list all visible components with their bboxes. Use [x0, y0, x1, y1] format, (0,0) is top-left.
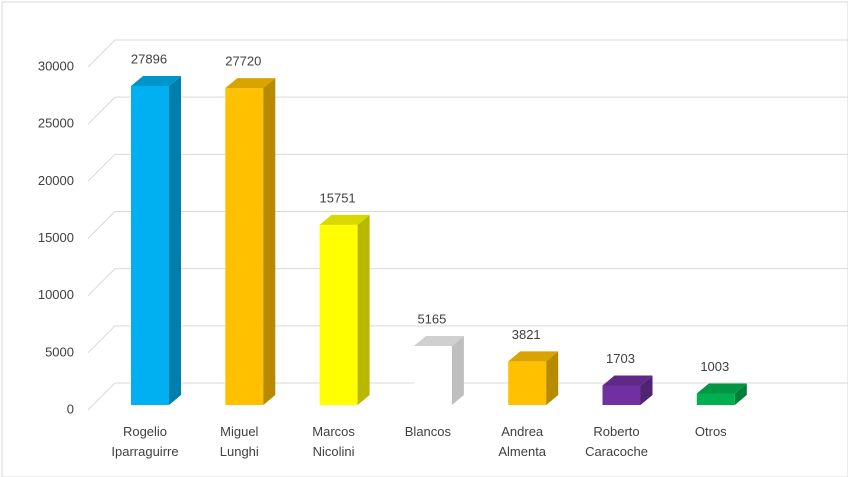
bar-face	[319, 224, 358, 405]
value-label: 27720	[225, 54, 261, 69]
bar	[508, 351, 559, 405]
bar-face	[602, 375, 653, 386]
y-tick-label: 15000	[38, 230, 74, 245]
y-tick-label: 10000	[38, 287, 74, 302]
x-tick-label: Miguel Lunghi	[220, 424, 259, 459]
bar-face	[413, 335, 464, 346]
x-tick-label: Rogelio Iparraguirre	[111, 424, 178, 459]
bar-face	[696, 383, 747, 394]
bar-face	[602, 385, 641, 405]
bar-face	[131, 86, 169, 406]
bar-face	[546, 351, 559, 405]
bar	[602, 375, 653, 405]
bar-face	[225, 78, 276, 89]
bar-face	[169, 76, 181, 406]
bar-face	[696, 393, 735, 405]
grid-line	[87, 39, 848, 68]
value-label: 5165	[417, 311, 446, 326]
bar-face	[413, 345, 452, 405]
bar	[131, 76, 181, 406]
y-tick-label: 0	[67, 401, 74, 416]
value-label: 1003	[700, 359, 729, 374]
x-tick-label: Blancos	[405, 424, 452, 439]
y-tick-label: 5000	[45, 344, 74, 359]
x-tick-label: Andrea Almenta	[498, 424, 546, 459]
bar-face	[263, 78, 276, 406]
bar-face	[508, 361, 547, 405]
bar-face	[508, 351, 559, 362]
bar-face	[640, 375, 653, 405]
y-tick-label: 20000	[38, 173, 74, 188]
y-tick-label: 25000	[38, 116, 74, 131]
bar	[696, 383, 747, 405]
value-label: 27896	[131, 51, 167, 66]
x-tick-label: Otros	[695, 424, 727, 439]
x-tick-label: Roberto Caracoche	[585, 424, 648, 459]
grid-line	[87, 96, 848, 125]
bar	[225, 78, 276, 406]
bar-face	[734, 383, 747, 405]
bar	[319, 214, 370, 405]
bar-face	[225, 88, 264, 406]
bar-face	[357, 214, 370, 405]
y-tick-label: 30000	[38, 58, 74, 73]
grid-line	[87, 325, 848, 354]
bar	[413, 335, 464, 405]
grid-line	[87, 153, 848, 182]
grid-line	[87, 382, 848, 411]
bar-face	[131, 76, 181, 87]
bar-face	[319, 214, 370, 225]
bar-face	[451, 335, 464, 405]
value-label: 15751	[320, 190, 356, 205]
grid-line	[87, 268, 848, 297]
value-label: 1703	[606, 351, 635, 366]
value-label: 3821	[512, 327, 541, 342]
grid-line	[87, 211, 848, 239]
x-tick-label: Marcos Nicolini	[312, 424, 355, 459]
